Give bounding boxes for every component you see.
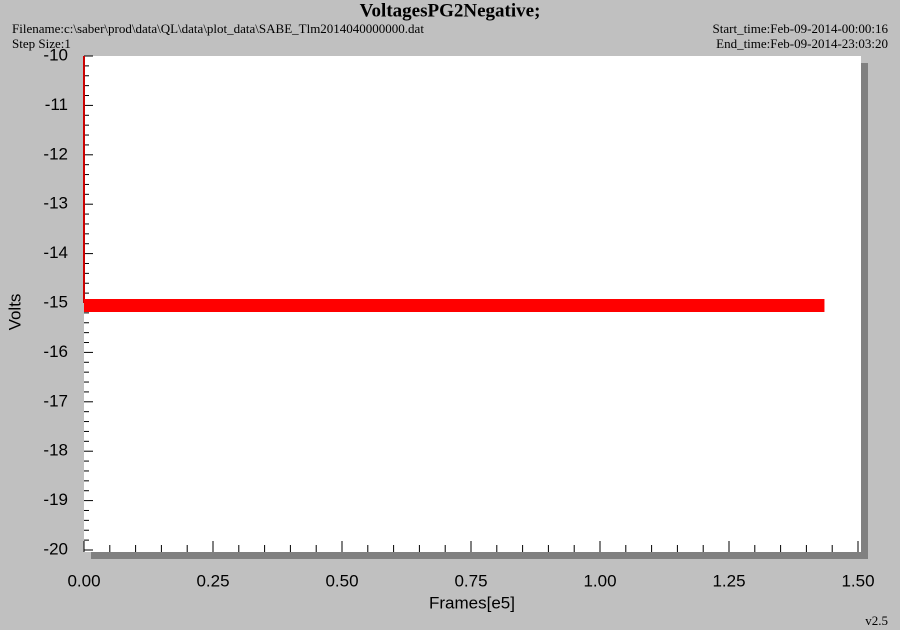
y-tick-label: -19	[43, 490, 68, 509]
x-tick-label: 0.50	[325, 571, 358, 590]
end-time: End_time:Feb-09-2014-23:03:20	[716, 36, 888, 51]
x-tick-label: 0.75	[454, 571, 487, 590]
start-time: Start_time:Feb-09-2014-00:00:16	[713, 21, 889, 36]
y-tick-label: -14	[43, 243, 68, 262]
y-tick-label: -18	[43, 441, 68, 460]
y-tick-label: -16	[43, 342, 68, 361]
chart-title: VoltagesPG2Negative;	[360, 0, 541, 21]
x-axis-label: Frames[e5]	[429, 593, 515, 612]
x-tick-label: 1.00	[583, 571, 616, 590]
x-tick-label: 1.50	[841, 571, 874, 590]
y-tick-label: -13	[43, 194, 68, 213]
y-tick-label: -10	[43, 45, 68, 64]
y-tick-label: -17	[43, 391, 68, 410]
y-tick-label: -15	[43, 292, 68, 311]
x-tick-label: 1.25	[712, 571, 745, 590]
y-axis-label: Volts	[5, 294, 24, 331]
filename: Filename:c:\saber\prod\data\QL\data\plot…	[12, 21, 424, 36]
x-tick-label: 0.25	[196, 571, 229, 590]
y-tick-label: -12	[43, 144, 68, 163]
step-size: Step Size:1	[12, 36, 71, 51]
version: v2.5	[865, 613, 888, 628]
y-tick-label: -20	[43, 539, 68, 558]
y-tick-label: -11	[45, 95, 68, 114]
x-tick-label: 0.00	[67, 571, 100, 590]
